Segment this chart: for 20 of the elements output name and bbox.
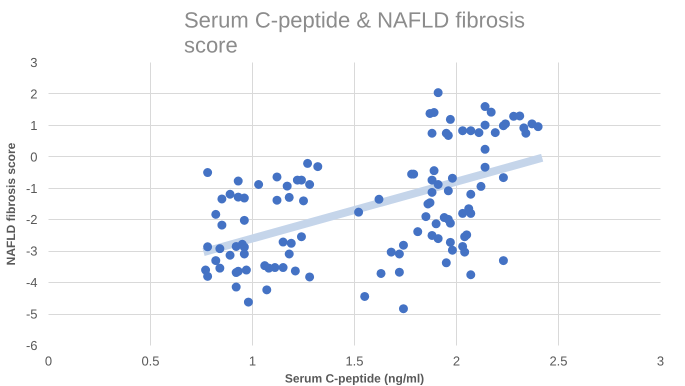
x-axis-title: Serum C-peptide (ng/ml) [284,372,424,386]
chart-title: Serum C-peptide & NAFLD fibrosis score [184,8,526,58]
x-tick-label: 1 [248,354,256,368]
y-tick-label: 0 [30,149,38,164]
x-tick-label: 0.5 [141,354,160,368]
y-tick-label: -2 [26,212,38,228]
x-tick-label: 1.5 [345,354,364,368]
y-tick-label: -6 [26,338,38,353]
y-tick-label: -4 [26,275,38,290]
y-tick-label: 1 [30,118,38,133]
x-tick-label: 3 [656,354,664,368]
x-tick-label: 0 [44,354,52,368]
y-axis-title: NAFLD fibrosis score [4,142,18,266]
y-tick-label: -3 [26,244,38,259]
x-tick-label: 2.5 [549,354,568,368]
x-tick-label: 2 [452,354,460,368]
y-tick-label: 3 [30,55,38,70]
y-tick-label: -5 [26,306,38,322]
y-tick-label: 2 [30,86,38,102]
y-tick-label: -1 [26,180,38,196]
